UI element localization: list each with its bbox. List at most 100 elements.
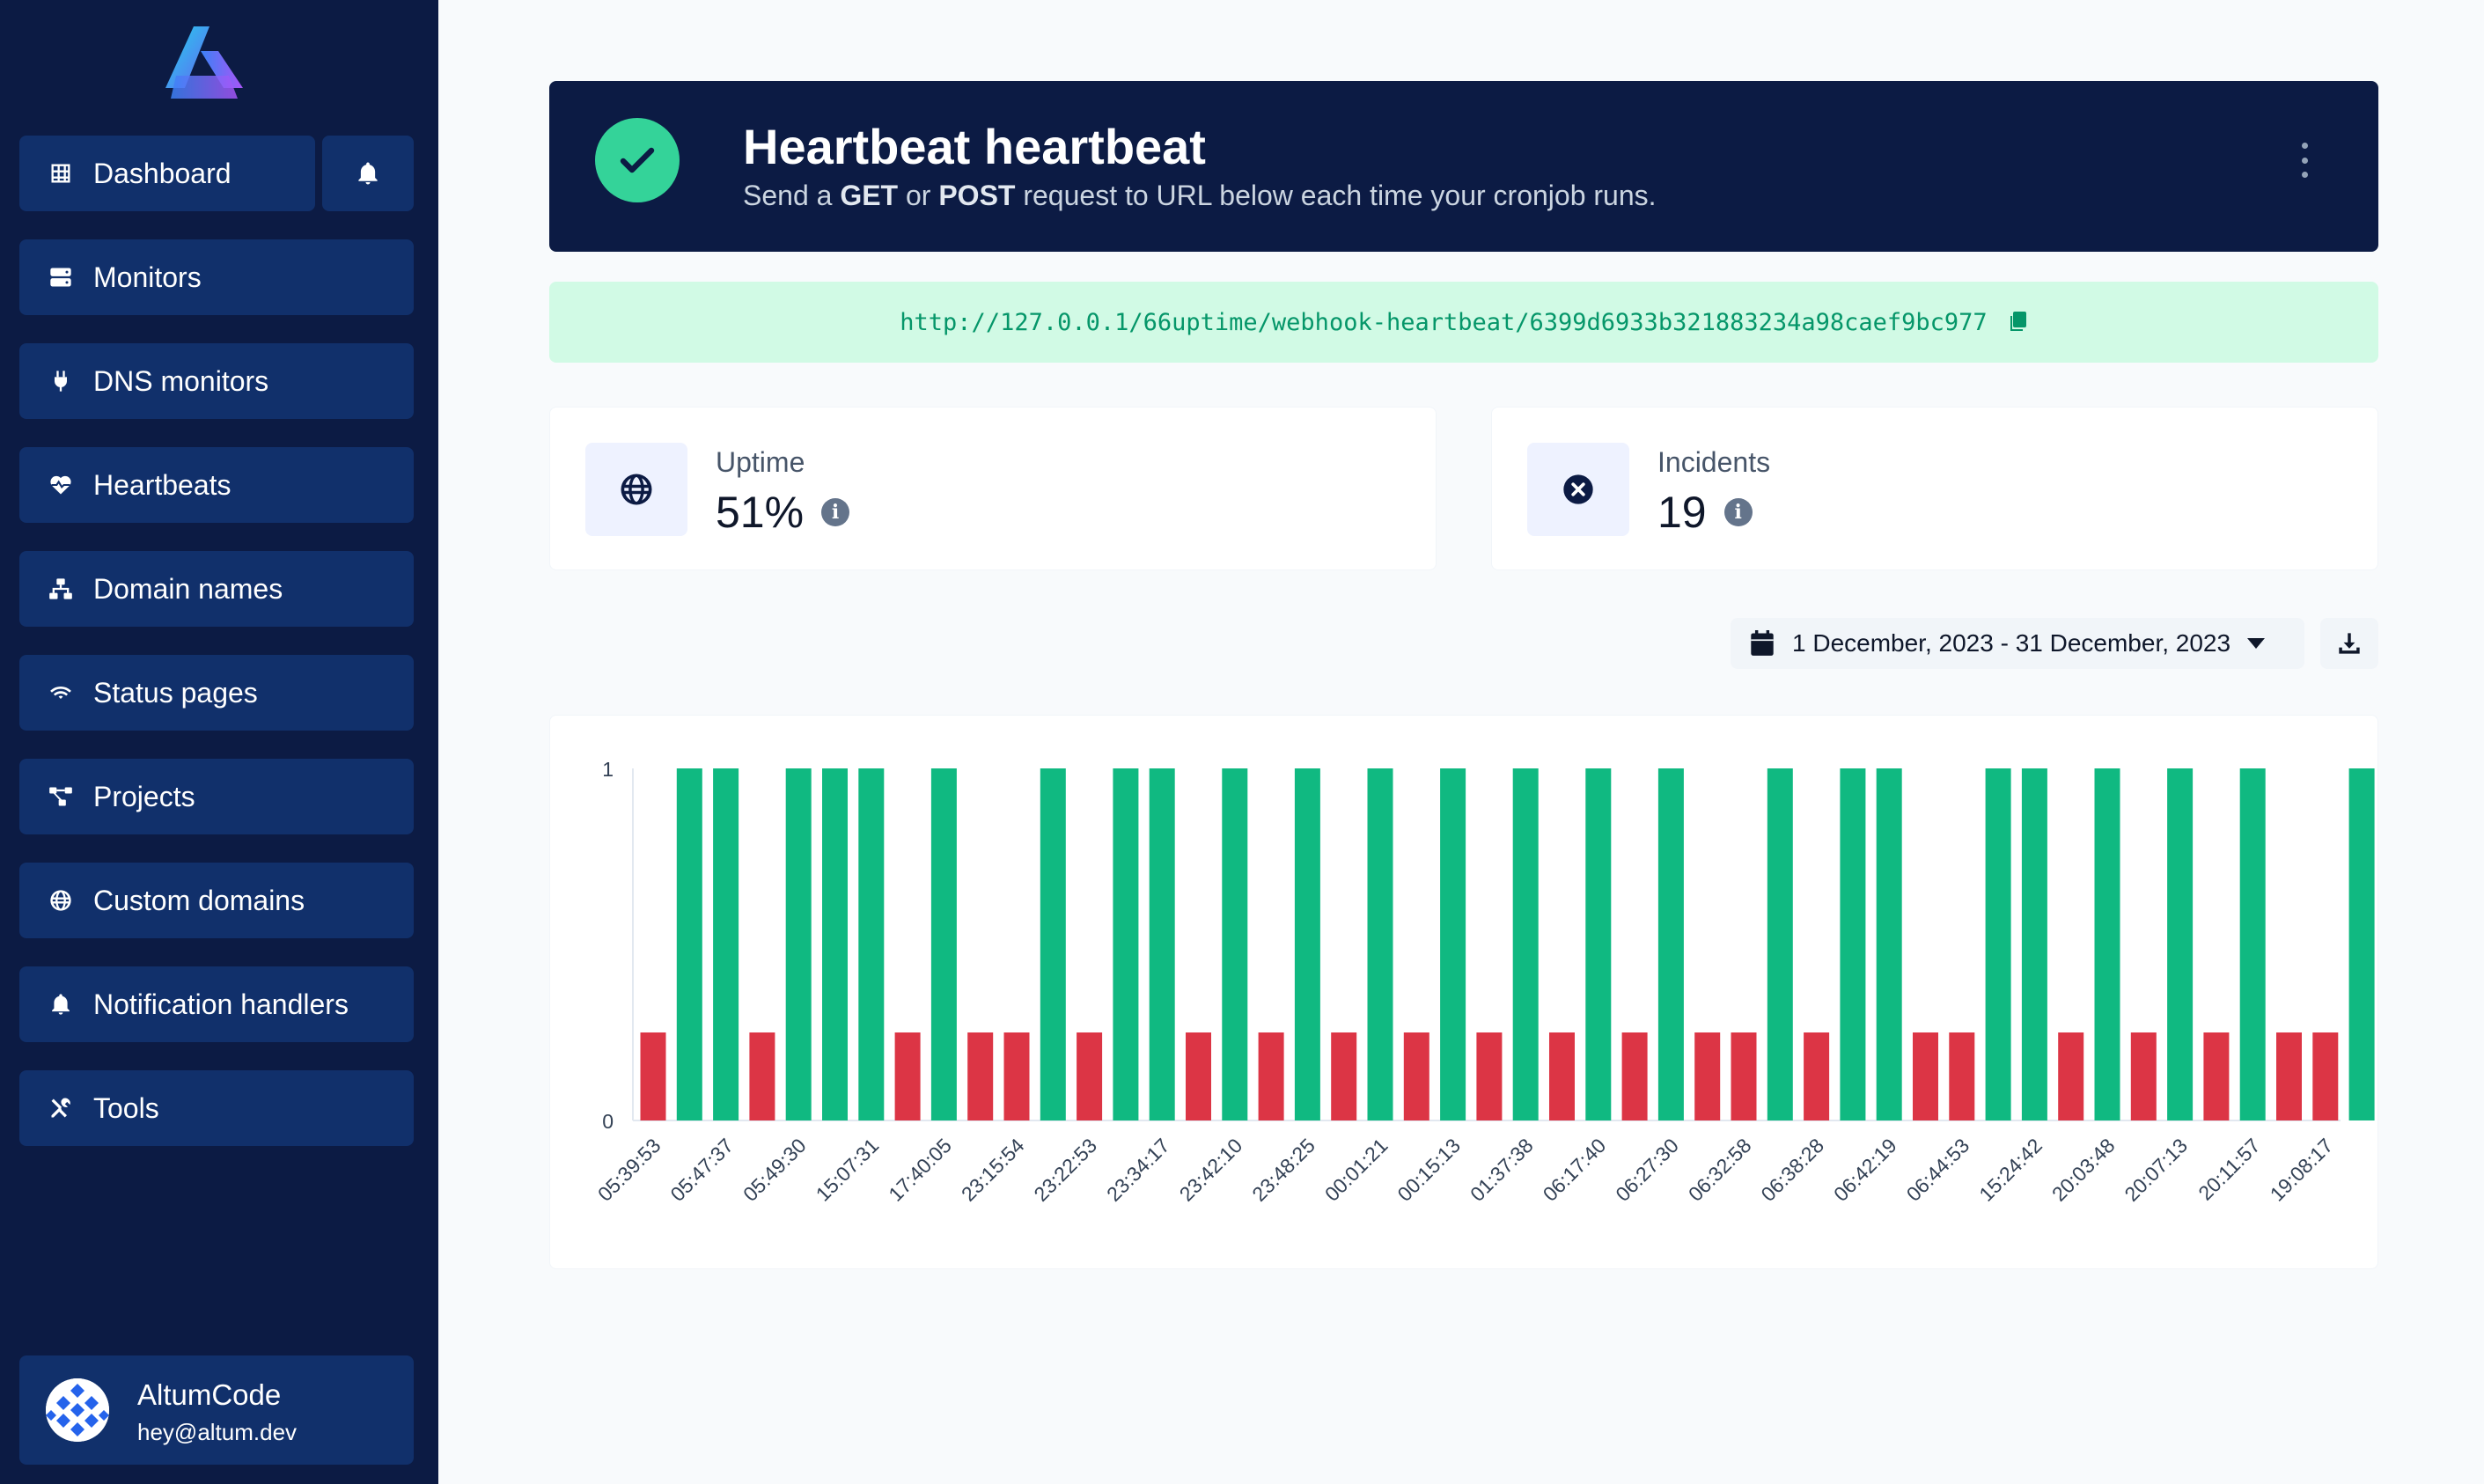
bar-down[interactable] (1913, 1032, 1938, 1120)
download-icon (2339, 633, 2360, 654)
bar-down[interactable] (1804, 1032, 1830, 1120)
bar-down[interactable] (1258, 1032, 1284, 1120)
bar-up[interactable] (1367, 768, 1393, 1120)
bar-down[interactable] (967, 1032, 994, 1120)
sidebar-item-monitors[interactable]: Monitors (19, 239, 414, 315)
sidebar-item-status-pages[interactable]: Status pages (19, 655, 414, 731)
user-card[interactable]: AltumCode hey@altum.dev (19, 1355, 414, 1465)
bar-down[interactable] (894, 1032, 921, 1120)
x-tick-label: 15:07:31 (812, 1134, 884, 1206)
bar-up[interactable] (1294, 768, 1320, 1120)
uptime-label: Uptime (716, 446, 805, 478)
sidebar-item-label: Projects (93, 780, 195, 812)
date-range-picker[interactable]: 1 December, 2023 - 31 December, 2023 (1731, 618, 2304, 669)
download-button[interactable] (2320, 618, 2378, 669)
bar-up[interactable] (1767, 768, 1793, 1120)
bar-down[interactable] (749, 1032, 775, 1120)
bar-up[interactable] (1040, 768, 1066, 1120)
bar-up[interactable] (2167, 768, 2194, 1120)
x-tick-label: 06:17:40 (1539, 1134, 1611, 1206)
sidebar-item-heartbeats[interactable]: Heartbeats (19, 447, 414, 523)
x-tick-label: 00:01:21 (1320, 1134, 1393, 1206)
bar-up[interactable] (1149, 768, 1175, 1120)
network-icon (46, 574, 76, 604)
x-tick-label: 00:15:13 (1393, 1134, 1465, 1206)
bar-up[interactable] (1222, 768, 1248, 1120)
bar-down[interactable] (2058, 1032, 2084, 1120)
bar-down[interactable] (1731, 1032, 1757, 1120)
x-tick-label: 06:27:30 (1611, 1134, 1683, 1206)
sidebar: Dashboard Monitors DNS monitors Heartbea… (0, 0, 438, 1484)
bar-down[interactable] (1003, 1032, 1030, 1120)
bar-up[interactable] (858, 768, 885, 1120)
sidebar-item-label: Dashboard (93, 157, 231, 189)
bar-down[interactable] (1186, 1032, 1211, 1120)
sidebar-item-dashboard[interactable]: Dashboard (19, 136, 315, 211)
times-circle-icon (1527, 443, 1629, 536)
bar-up[interactable] (785, 768, 812, 1120)
bar-down[interactable] (2312, 1032, 2339, 1120)
bar-down[interactable] (1331, 1032, 1357, 1120)
plug-icon (46, 366, 76, 396)
copy-icon[interactable] (2007, 311, 2028, 334)
bar-down[interactable] (2130, 1032, 2157, 1120)
bar-down[interactable] (1476, 1032, 1503, 1120)
more-options-icon[interactable] (2296, 143, 2313, 178)
bar-up[interactable] (1585, 768, 1612, 1120)
sidebar-item-custom-domains[interactable]: Custom domains (19, 863, 414, 938)
sidebar-item-projects[interactable]: Projects (19, 759, 414, 834)
sidebar-item-domain-names[interactable]: Domain names (19, 551, 414, 627)
webhook-url-bar[interactable]: http://127.0.0.1/66uptime/webhook-heartb… (549, 282, 2378, 363)
bar-up[interactable] (1113, 768, 1139, 1120)
sidebar-item-label: Heartbeats (93, 468, 231, 501)
x-tick-label: 06:44:53 (1902, 1134, 1974, 1206)
bar-up[interactable] (713, 768, 739, 1120)
bell-icon (358, 162, 378, 185)
x-tick-label: 20:11:57 (2194, 1134, 2264, 1204)
bar-down[interactable] (1077, 1032, 1103, 1120)
x-tick-label: 05:49:30 (739, 1134, 811, 1206)
project-diagram-icon (46, 782, 76, 812)
bar-up[interactable] (930, 768, 957, 1120)
bar-down[interactable] (2203, 1032, 2230, 1120)
sidebar-item-notification-handlers[interactable]: Notification handlers (19, 966, 414, 1042)
user-email: hey@altum.dev (137, 1419, 298, 1445)
bar-down[interactable] (640, 1032, 666, 1120)
bar-up[interactable] (2021, 768, 2047, 1120)
app-logo[interactable] (158, 25, 246, 100)
incidents-value-row: 19 i (1657, 487, 1753, 538)
x-tick-label: 23:15:54 (957, 1134, 1029, 1206)
sidebar-item-dns-monitors[interactable]: DNS monitors (19, 343, 414, 419)
bar-up[interactable] (2239, 768, 2266, 1120)
bar-up[interactable] (2348, 768, 2375, 1120)
bar-up[interactable] (1657, 768, 1684, 1120)
globe-icon (585, 443, 687, 536)
bar-down[interactable] (1694, 1032, 1721, 1120)
info-icon[interactable]: i (821, 498, 850, 526)
x-tick-label: 19:08:17 (2266, 1134, 2338, 1206)
uptime-card: Uptime 51% i (549, 407, 1437, 570)
globe-icon (46, 885, 76, 915)
page-description: Send a GET or POST request to URL below … (743, 180, 1657, 211)
bar-up[interactable] (822, 768, 848, 1120)
bar-up[interactable] (1840, 768, 1866, 1120)
bar-down[interactable] (2276, 1032, 2302, 1120)
bar-down[interactable] (1403, 1032, 1429, 1120)
bar-up[interactable] (2094, 768, 2120, 1120)
info-icon[interactable]: i (1723, 498, 1753, 526)
bar-down[interactable] (1949, 1032, 1975, 1120)
bar-up[interactable] (1512, 768, 1539, 1120)
bar-up[interactable] (1876, 768, 1902, 1120)
heartbeat-chart: 1 0 05:39:53 05:47:37 05:49:30 15:07:31 17:40:… (549, 715, 2378, 1269)
sidebar-item-tools[interactable]: Tools (19, 1070, 414, 1146)
webhook-url[interactable]: http://127.0.0.1/66uptime/webhook-heartb… (900, 308, 1988, 336)
user-name: AltumCode (137, 1378, 282, 1411)
uptime-value: 51% (716, 488, 805, 537)
bar-up[interactable] (1440, 768, 1466, 1120)
bar-down[interactable] (1621, 1032, 1648, 1120)
bar-down[interactable] (1549, 1032, 1575, 1120)
notifications-button[interactable] (322, 136, 414, 211)
calendar-icon (1751, 630, 1774, 656)
bar-up[interactable] (1985, 768, 2011, 1120)
bar-up[interactable] (676, 768, 702, 1120)
